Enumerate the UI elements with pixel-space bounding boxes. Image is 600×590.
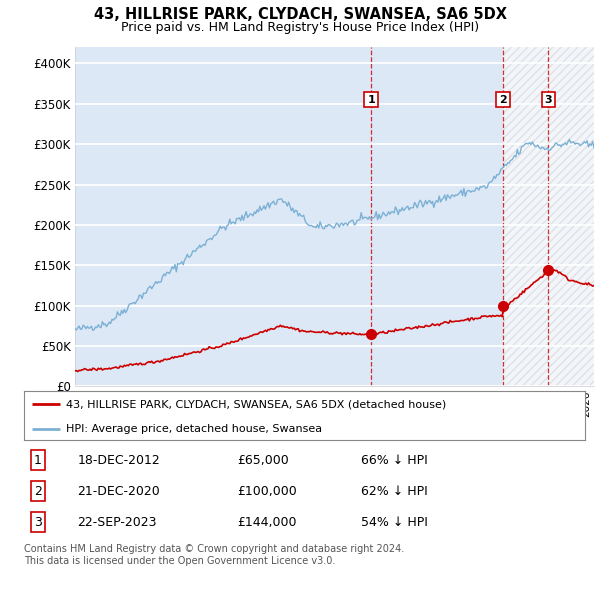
Text: 3: 3	[545, 95, 552, 104]
Text: 21-DEC-2020: 21-DEC-2020	[77, 484, 160, 498]
Bar	[503, 47, 594, 386]
Text: 3: 3	[34, 516, 42, 529]
Text: 66% ↓ HPI: 66% ↓ HPI	[361, 454, 427, 467]
Text: £100,000: £100,000	[237, 484, 297, 498]
Text: Price paid vs. HM Land Registry's House Price Index (HPI): Price paid vs. HM Land Registry's House …	[121, 21, 479, 34]
Text: Contains HM Land Registry data © Crown copyright and database right 2024.
This d: Contains HM Land Registry data © Crown c…	[24, 544, 404, 566]
Text: 2: 2	[34, 484, 42, 498]
Text: 1: 1	[34, 454, 42, 467]
Text: HPI: Average price, detached house, Swansea: HPI: Average price, detached house, Swan…	[66, 424, 322, 434]
Text: 1: 1	[367, 95, 375, 104]
Text: 2: 2	[499, 95, 507, 104]
Text: £65,000: £65,000	[237, 454, 289, 467]
Text: 43, HILLRISE PARK, CLYDACH, SWANSEA, SA6 5DX (detached house): 43, HILLRISE PARK, CLYDACH, SWANSEA, SA6…	[66, 399, 446, 409]
Text: 22-SEP-2023: 22-SEP-2023	[77, 516, 157, 529]
Text: 18-DEC-2012: 18-DEC-2012	[77, 454, 160, 467]
Text: £144,000: £144,000	[237, 516, 296, 529]
Text: 54% ↓ HPI: 54% ↓ HPI	[361, 516, 427, 529]
Text: 62% ↓ HPI: 62% ↓ HPI	[361, 484, 427, 498]
Text: 43, HILLRISE PARK, CLYDACH, SWANSEA, SA6 5DX: 43, HILLRISE PARK, CLYDACH, SWANSEA, SA6…	[94, 7, 506, 22]
